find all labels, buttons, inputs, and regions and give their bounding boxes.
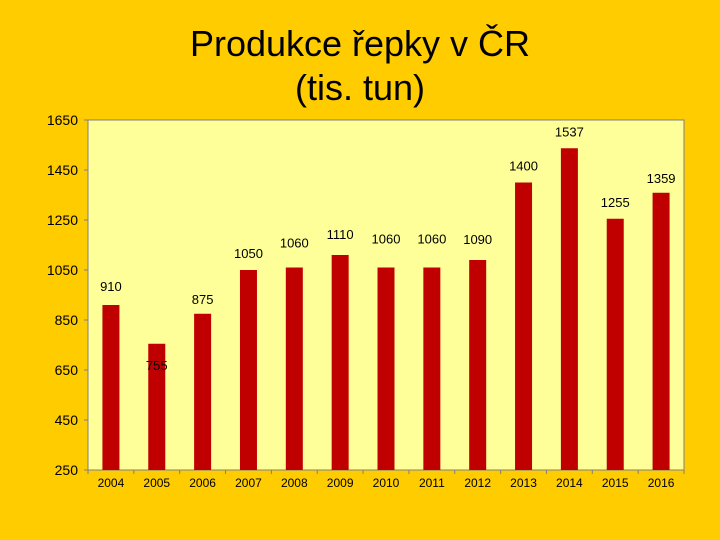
x-tick-label-2008: 2008 (281, 476, 308, 490)
y-tick-label: 250 (55, 462, 79, 478)
x-tick-label-2009: 2009 (327, 476, 354, 490)
x-tick-label-2010: 2010 (373, 476, 400, 490)
x-tick-label-2016: 2016 (648, 476, 675, 490)
data-label-2005: 755 (146, 358, 168, 373)
data-label-2007: 1050 (234, 246, 263, 261)
x-tick-label-2005: 2005 (143, 476, 170, 490)
bar-2013 (515, 182, 533, 470)
chart-title: Produkce řepky v ČR (tis. tun) (0, 22, 720, 110)
x-tick-label-2012: 2012 (464, 476, 491, 490)
bar-2012 (469, 260, 487, 470)
y-tick-label: 1250 (47, 212, 78, 228)
x-tick-label-2015: 2015 (602, 476, 629, 490)
data-label-2009: 1110 (327, 227, 354, 242)
data-label-2012: 1090 (463, 232, 492, 247)
data-label-2008: 1060 (280, 236, 309, 251)
data-label-2010: 1060 (372, 232, 401, 247)
bar-2004 (102, 305, 120, 470)
x-tick-label-2013: 2013 (510, 476, 537, 490)
data-label-2006: 875 (192, 292, 214, 307)
x-tick-label-2006: 2006 (189, 476, 216, 490)
data-label-2004: 910 (100, 279, 122, 294)
bar-2007 (239, 270, 257, 470)
bar-2006 (194, 313, 212, 470)
y-tick-label: 850 (55, 312, 79, 328)
y-tick-label: 1050 (47, 262, 78, 278)
chart-title-line1: Produkce řepky v ČR (189, 23, 531, 64)
x-tick-label-2011: 2011 (419, 476, 445, 490)
bar-2016 (652, 192, 670, 470)
x-tick-label-2004: 2004 (98, 476, 125, 490)
x-tick-label-2014: 2014 (556, 476, 583, 490)
data-label-2016: 1359 (647, 171, 676, 186)
bar-2011 (423, 267, 441, 470)
x-tick-label-2007: 2007 (235, 476, 262, 490)
data-label-2014: 1537 (555, 124, 584, 139)
bar-2014 (560, 148, 578, 470)
bar-2008 (285, 267, 303, 470)
data-label-2015: 1255 (601, 195, 630, 210)
bar-2015 (606, 218, 624, 470)
chart-title-line2: (tis. tun) (294, 67, 426, 108)
bar-2005 (148, 343, 166, 470)
y-tick-label: 1450 (47, 162, 78, 178)
bar-2009 (331, 255, 349, 470)
data-label-2013: 1400 (509, 159, 538, 174)
bar-2010 (377, 267, 395, 470)
y-tick-label: 450 (55, 412, 79, 428)
data-label-2011: 1060 (417, 232, 446, 247)
y-tick-label: 1650 (47, 112, 78, 128)
y-tick-label: 650 (55, 362, 79, 378)
